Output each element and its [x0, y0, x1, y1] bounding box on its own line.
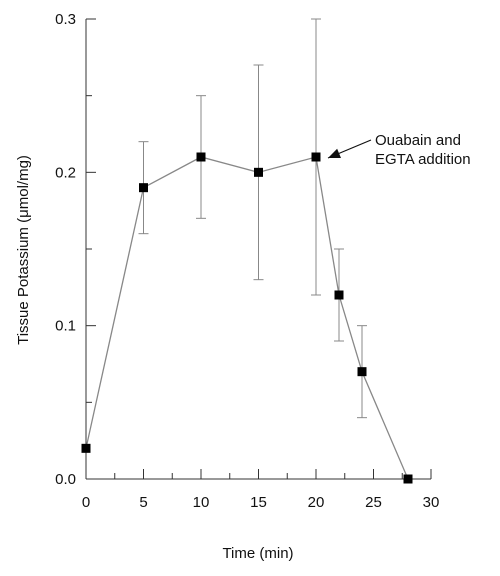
x-tick-label: 5: [139, 494, 147, 511]
annotation-text: Ouabain and: [375, 132, 461, 149]
y-tick-label: 0.3: [55, 11, 76, 28]
axes: 0.0 0.1 0.2 0.3 0 5 10 15 20 25 30: [55, 11, 439, 511]
x-tick-label: 0: [82, 494, 90, 511]
data-point: [139, 183, 148, 193]
series-line: [85, 156, 409, 480]
x-tick-label: 20: [308, 494, 325, 511]
x-tick-label: 25: [365, 494, 382, 511]
annotation-text: EGTA addition: [375, 151, 471, 168]
y-axis-title: Tissue Potassium (μmol/mg): [15, 155, 32, 345]
y-tick-label: 0.1: [55, 318, 76, 335]
data-point: [357, 367, 367, 377]
data-point: [254, 167, 263, 177]
x-tick-label: 10: [193, 494, 210, 511]
annotations: Ouabain and EGTA addition: [327, 132, 471, 168]
data-point: [334, 290, 344, 300]
x-tick-label: 15: [250, 494, 267, 511]
y-tick-label: 0.0: [55, 471, 76, 488]
y-tick-label: 0.2: [55, 164, 76, 181]
data-point: [81, 443, 91, 453]
data-series: [81, 152, 413, 484]
x-axis-title: Time (min): [222, 545, 293, 562]
error-bars: [138, 18, 367, 419]
data-point: [196, 152, 206, 162]
x-tick-label: 30: [423, 494, 440, 511]
data-point: [403, 474, 413, 484]
data-point: [311, 152, 321, 162]
annotation-arrowhead: [328, 148, 341, 158]
